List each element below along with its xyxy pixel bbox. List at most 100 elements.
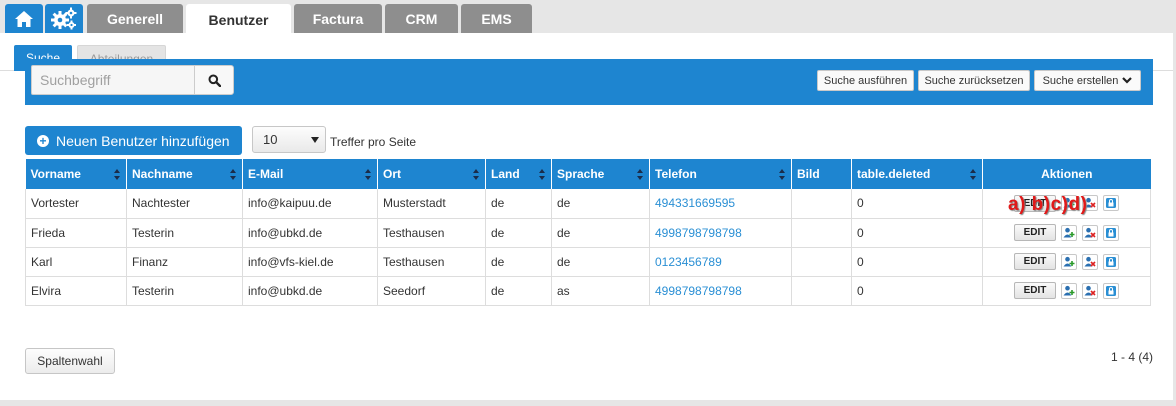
user-remove-button[interactable] bbox=[1082, 195, 1098, 212]
execute-search-button[interactable]: Suche ausführen bbox=[817, 70, 914, 91]
caret-down-icon bbox=[311, 137, 319, 143]
col-header-ort[interactable]: Ort bbox=[377, 159, 486, 189]
sort-icon bbox=[114, 169, 121, 180]
sort-icon bbox=[779, 169, 786, 180]
cell-telefon-link[interactable]: 494331669595 bbox=[649, 189, 792, 219]
cell-bild bbox=[791, 218, 852, 248]
lock-icon bbox=[1106, 227, 1116, 238]
per-page-select[interactable]: 10 bbox=[252, 126, 326, 153]
user-remove-button[interactable] bbox=[1082, 253, 1098, 270]
cell-actions: EDIT bbox=[982, 276, 1151, 306]
col-header-telefon[interactable]: Telefon bbox=[649, 159, 792, 189]
column-select-button[interactable]: Spaltenwahl bbox=[25, 348, 115, 374]
sort-icon bbox=[539, 169, 546, 180]
cell-email: info@ubkd.de bbox=[242, 218, 378, 248]
create-search-button[interactable]: Suche erstellen bbox=[1034, 70, 1141, 91]
cell-land: de bbox=[485, 189, 552, 219]
cell-actions: EDIT bbox=[982, 247, 1151, 277]
table-row: Frieda Testerin info@ubkd.de Testhausen … bbox=[25, 218, 1151, 248]
user-add-icon bbox=[1063, 198, 1075, 208]
user-add-icon bbox=[1063, 285, 1075, 295]
edit-button[interactable]: EDIT bbox=[1014, 253, 1056, 270]
lock-button[interactable] bbox=[1103, 253, 1119, 270]
tab-factura[interactable]: Factura bbox=[294, 4, 382, 34]
user-add-button[interactable] bbox=[1061, 195, 1077, 212]
pagination-info: 1 - 4 (4) bbox=[1110, 350, 1153, 364]
cell-ort: Testhausen bbox=[377, 218, 486, 248]
cell-bild bbox=[791, 247, 852, 277]
user-remove-icon bbox=[1084, 198, 1096, 208]
col-header-deleted[interactable]: table.deleted bbox=[851, 159, 983, 189]
add-user-label: Neuen Benutzer hinzufügen bbox=[56, 132, 230, 149]
user-remove-button[interactable] bbox=[1082, 282, 1098, 299]
col-header-email[interactable]: E-Mail bbox=[242, 159, 378, 189]
cell-land: de bbox=[485, 276, 552, 306]
cell-actions: EDIT bbox=[982, 218, 1151, 248]
search-icon bbox=[208, 74, 221, 87]
cell-nachname: Testerin bbox=[126, 218, 243, 248]
user-remove-icon bbox=[1084, 256, 1096, 267]
cell-vorname: Elvira bbox=[25, 276, 127, 306]
sort-icon bbox=[230, 169, 237, 180]
edit-button[interactable]: EDIT bbox=[1014, 224, 1056, 241]
lock-icon bbox=[1106, 285, 1116, 296]
lock-button[interactable] bbox=[1103, 282, 1119, 299]
user-remove-button[interactable] bbox=[1082, 224, 1098, 241]
cell-vorname: Frieda bbox=[25, 218, 127, 248]
sort-icon bbox=[970, 169, 977, 180]
cell-deleted: 0 bbox=[851, 276, 983, 306]
cell-sprache: de bbox=[551, 189, 650, 219]
cell-telefon-link[interactable]: 4998798798798 bbox=[649, 276, 792, 306]
settings-button[interactable] bbox=[45, 4, 83, 33]
table-row: Elvira Testerin info@ubkd.de Seedorf de … bbox=[25, 276, 1151, 306]
table-row: Karl Finanz info@vfs-kiel.de Testhausen … bbox=[25, 247, 1151, 277]
edit-button[interactable]: EDIT bbox=[1014, 282, 1056, 299]
cell-nachname: Nachtester bbox=[126, 189, 243, 219]
col-header-vorname[interactable]: Vorname bbox=[25, 159, 127, 189]
col-header-aktionen: Aktionen bbox=[982, 159, 1151, 189]
cell-sprache: de bbox=[551, 247, 650, 277]
user-add-button[interactable] bbox=[1061, 282, 1077, 299]
col-header-land[interactable]: Land bbox=[485, 159, 552, 189]
tab-crm[interactable]: CRM bbox=[385, 4, 458, 34]
per-page-value: 10 bbox=[263, 132, 278, 147]
lock-button[interactable] bbox=[1103, 195, 1119, 212]
user-add-icon bbox=[1063, 256, 1075, 266]
cell-vorname: Karl bbox=[25, 247, 127, 277]
edit-button[interactable]: EDIT bbox=[1014, 194, 1056, 212]
cell-deleted: 0 bbox=[851, 218, 983, 248]
cell-ort: Seedorf bbox=[377, 276, 486, 306]
cell-bild bbox=[791, 276, 852, 306]
table-header-row: Vorname Nachname E-Mail Ort Land Sprache… bbox=[25, 159, 1151, 189]
tab-ems[interactable]: EMS bbox=[461, 4, 532, 34]
sort-icon bbox=[365, 169, 372, 180]
chevron-down-icon bbox=[1122, 77, 1133, 84]
cell-nachname: Testerin bbox=[126, 276, 243, 306]
cell-telefon-link[interactable]: 0123456789 bbox=[649, 247, 792, 277]
col-header-sprache[interactable]: Sprache bbox=[551, 159, 650, 189]
tab-benutzer[interactable]: Benutzer bbox=[186, 4, 291, 35]
reset-search-button[interactable]: Suche zurücksetzen bbox=[918, 70, 1030, 91]
col-header-nachname[interactable]: Nachname bbox=[126, 159, 243, 189]
lock-icon bbox=[1106, 198, 1116, 209]
home-button[interactable] bbox=[5, 4, 43, 33]
cell-vorname: Vortester bbox=[25, 189, 127, 219]
search-bar: Suche ausführen Suche zurücksetzen Suche… bbox=[25, 59, 1153, 105]
cell-telefon-link[interactable]: 4998798798798 bbox=[649, 218, 792, 248]
annotation-overlay: a) b)c)d) bbox=[1008, 194, 1088, 215]
user-add-button[interactable] bbox=[1061, 224, 1077, 241]
cell-bild bbox=[791, 189, 852, 219]
users-table: Vorname Nachname E-Mail Ort Land Sprache… bbox=[25, 159, 1151, 306]
create-search-label: Suche erstellen bbox=[1042, 74, 1119, 87]
add-user-button[interactable]: + Neuen Benutzer hinzufügen bbox=[25, 126, 242, 155]
user-add-button[interactable] bbox=[1061, 253, 1077, 270]
search-button[interactable] bbox=[194, 65, 234, 95]
tab-generell[interactable]: Generell bbox=[87, 4, 183, 34]
search-input[interactable] bbox=[31, 65, 195, 95]
gears-icon bbox=[51, 7, 77, 29]
user-remove-icon bbox=[1084, 227, 1096, 238]
lock-button[interactable] bbox=[1103, 224, 1119, 241]
table-row: Vortester Nachtester info@kaipuu.de Must… bbox=[25, 189, 1151, 219]
main-navigation: Generell Benutzer Factura CRM EMS bbox=[0, 0, 1176, 35]
plus-circle-icon: + bbox=[37, 134, 49, 147]
